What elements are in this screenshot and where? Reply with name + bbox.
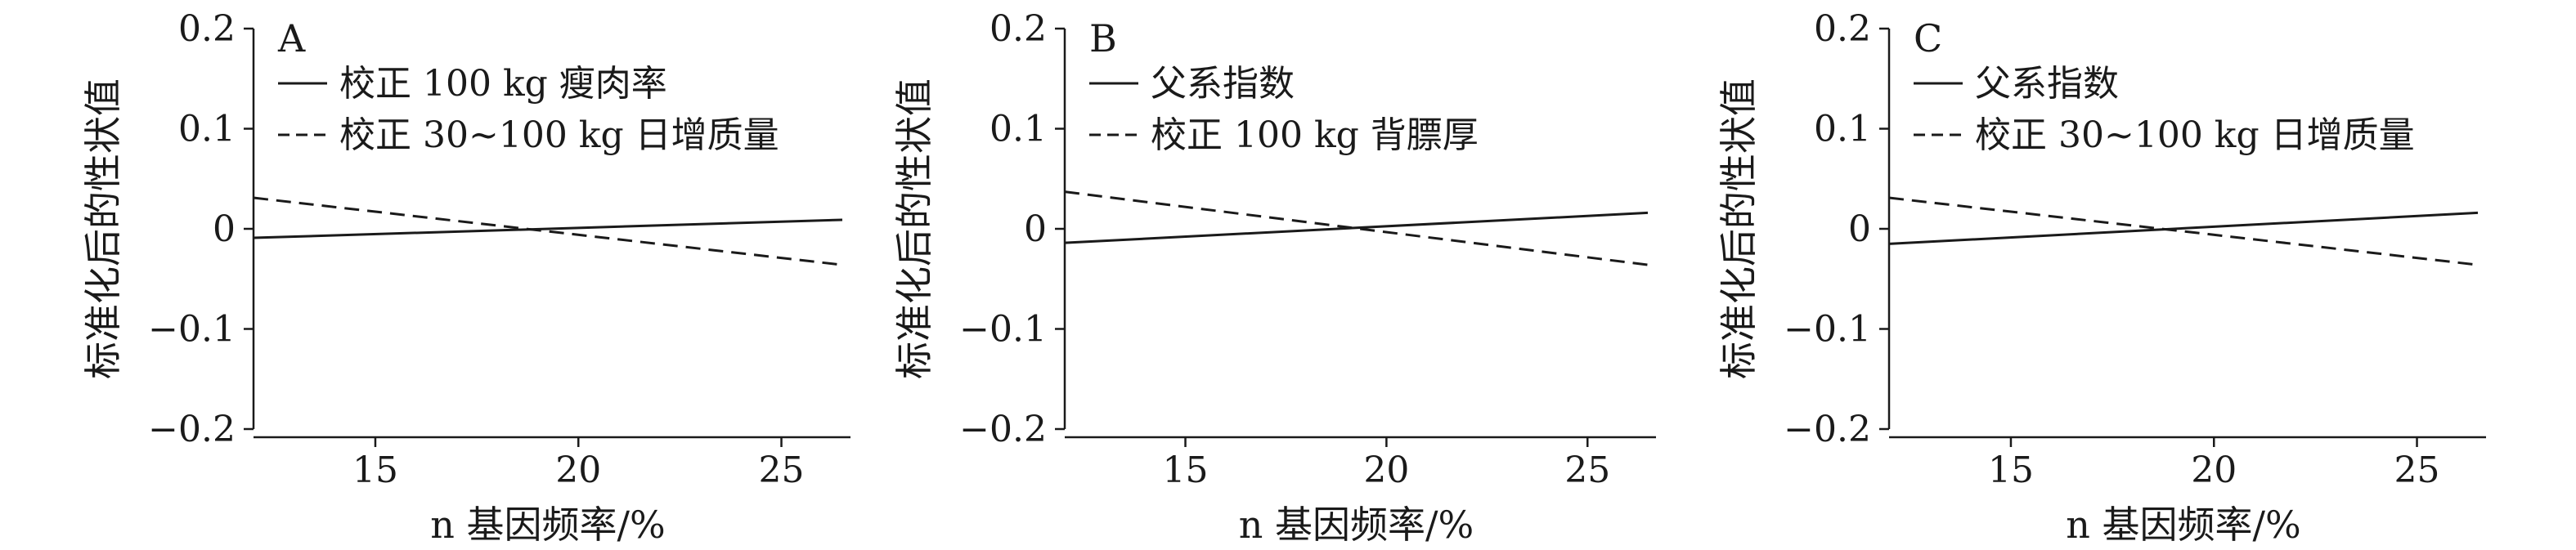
x-axis-title: n 基因频率/% — [430, 503, 665, 547]
y-tick-label: −0.1 — [959, 309, 1047, 351]
x-tick-label: 20 — [2191, 449, 2237, 491]
y-tick-label: 0 — [1024, 208, 1047, 250]
y-tick-label: −0.1 — [1784, 309, 1871, 351]
x-tick-label: 25 — [759, 449, 805, 491]
x-axis-title: n 基因频率/% — [2066, 503, 2300, 547]
series-line-2 — [1888, 196, 2479, 266]
legend-label: 校正 100 kg 瘦肉率 — [339, 63, 667, 105]
panel-label: C — [1914, 16, 1942, 60]
chart-panel-a: 0.2 0.1 0 −0.1 −0.2 15 20 25 n 基因频率/% 标准化后的性状值 A 校正… — [81, 8, 850, 547]
x-tick-label: 20 — [555, 449, 601, 491]
legend-label: 父系指数 — [1151, 63, 1295, 105]
y-tick-label: 0 — [213, 208, 236, 250]
y-tick-label: −0.2 — [148, 409, 236, 450]
x-tick-label: 20 — [1363, 449, 1409, 491]
x-tick-label: 15 — [352, 449, 398, 491]
series-line-2 — [1064, 190, 1649, 266]
y-tick-label: 0 — [1848, 208, 1871, 250]
legend-label: 父系指数 — [1975, 63, 2119, 105]
x-tick-label: 15 — [1163, 449, 1209, 491]
y-tick-label: 0.2 — [178, 8, 236, 50]
y-tick-label: 0.1 — [1814, 109, 1871, 150]
y-tick-label: −0.1 — [148, 309, 236, 351]
y-axis-title: 标准化后的性状值 — [81, 78, 125, 379]
y-tick-label: −0.2 — [959, 409, 1047, 450]
panel-label: B — [1089, 16, 1117, 60]
y-axis-title: 标准化后的性状值 — [1717, 78, 1761, 379]
legend-label: 校正 30~100 kg 日增质量 — [1975, 114, 2415, 156]
series-line-2 — [253, 196, 843, 266]
series-line-1 — [1888, 211, 2479, 245]
series-line-1 — [253, 218, 843, 239]
legend-label: 校正 100 kg 背膘厚 — [1151, 114, 1479, 156]
chart-panel-c: 0.2 0.1 0 −0.1 −0.2 15 20 25 n 基因频率/% 标准化后的性状值 C 父系… — [1717, 8, 2486, 547]
y-axis-title: 标准化后的性状值 — [892, 78, 936, 379]
x-tick-label: 25 — [2394, 449, 2440, 491]
x-tick-label: 25 — [1564, 449, 1610, 491]
x-tick-label: 15 — [1988, 449, 2034, 491]
x-axis-title: n 基因频率/% — [1239, 503, 1474, 547]
y-tick-label: 0.1 — [178, 109, 236, 150]
series-line-1 — [1064, 211, 1649, 244]
panel-label: A — [277, 16, 306, 60]
y-tick-label: 0.2 — [990, 8, 1047, 50]
y-tick-label: 0.1 — [990, 109, 1047, 150]
y-tick-label: −0.2 — [1784, 409, 1871, 450]
chart-panel-b: 0.2 0.1 0 −0.1 −0.2 15 20 25 n 基因频率/% 标准化后的性状值 B 父系… — [892, 8, 1656, 547]
y-tick-label: 0.2 — [1814, 8, 1871, 50]
legend-label: 校正 30~100 kg 日增质量 — [339, 114, 779, 156]
